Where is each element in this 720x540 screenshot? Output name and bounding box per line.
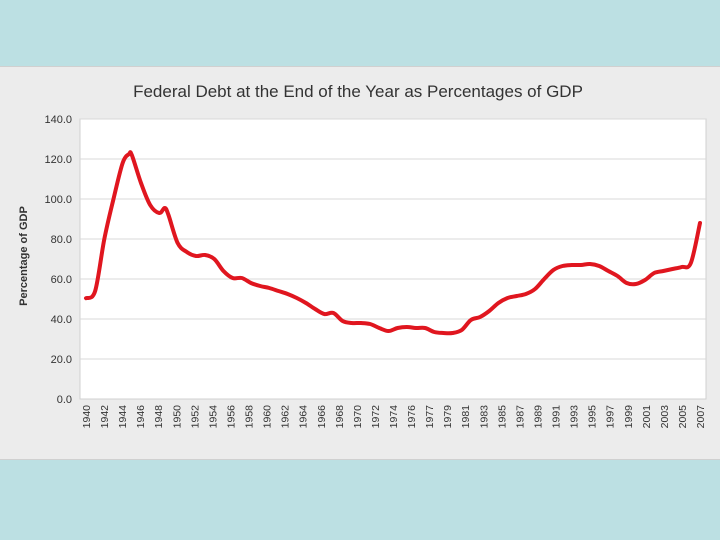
x-tick-label: 2001: [641, 405, 653, 429]
chart-title: Federal Debt at the End of the Year as P…: [133, 82, 583, 101]
x-tick-label: 1964: [298, 405, 310, 429]
plot-area: [79, 118, 707, 400]
x-tick-label: 1974: [388, 405, 400, 429]
x-tick-label: 2003: [659, 405, 671, 429]
grid-lines: [80, 118, 706, 360]
x-tick-label: 1987: [514, 405, 526, 429]
x-tick-label: 1995: [587, 405, 599, 429]
chart-panel: Federal Debt at the End of the Year as P…: [0, 66, 720, 460]
x-tick-label: 1985: [496, 405, 508, 429]
x-tick-label: 1948: [153, 405, 165, 429]
x-tick-label: 1979: [442, 405, 454, 429]
x-tick-label: 1958: [244, 405, 256, 429]
x-tick-label: 1962: [280, 405, 292, 429]
x-tick-label: 1946: [135, 405, 147, 429]
x-tick-label: 1993: [569, 405, 581, 429]
x-tick-label: 1981: [460, 405, 472, 429]
x-tick-label: 1966: [316, 405, 328, 429]
x-tick-label: 1940: [81, 405, 93, 429]
x-tick-label: 1976: [406, 405, 418, 429]
x-tick-label: 1952: [189, 405, 201, 429]
x-tick-label: 1956: [225, 405, 237, 429]
line-chart: Federal Debt at the End of the Year as P…: [18, 82, 707, 429]
x-tick-label: 1960: [262, 405, 274, 429]
x-tick-label: 1968: [334, 405, 346, 429]
y-axis-ticks: 0.0 20.0 40.0 60.0 80.0 100.0 120.0 140.0: [44, 114, 72, 406]
x-tick-label: 2005: [677, 405, 689, 429]
y-tick-label: 100.0: [44, 194, 72, 206]
y-axis-label: Percentage of GDP: [18, 206, 30, 306]
x-tick-label: 1977: [424, 405, 436, 429]
y-tick-label: 60.0: [51, 274, 72, 286]
x-tick-label: 2007: [695, 405, 707, 429]
y-tick-label: 0.0: [57, 394, 72, 406]
y-tick-label: 80.0: [51, 234, 72, 246]
x-tick-label: 1970: [352, 405, 364, 429]
series-group: [84, 150, 702, 336]
series-line-federal-debt: [84, 150, 702, 336]
x-tick-label: 1950: [171, 405, 183, 429]
y-tick-label: 120.0: [44, 154, 72, 166]
x-tick-label: 1983: [478, 405, 490, 429]
x-tick-label: 1972: [370, 405, 382, 429]
x-tick-label: 1944: [117, 405, 129, 429]
x-tick-label: 1991: [551, 405, 563, 429]
x-tick-label: 1999: [623, 405, 635, 429]
y-tick-label: 40.0: [51, 314, 72, 326]
y-tick-label: 20.0: [51, 354, 72, 366]
x-tick-label: 1997: [605, 405, 617, 429]
x-tick-label: 1989: [532, 405, 544, 429]
x-tick-label: 1942: [99, 405, 111, 429]
x-axis-ticks: 1940 1942 1944 1946 1948 1950 1952 1954 1956 1958…: [81, 405, 707, 429]
y-tick-label: 140.0: [44, 114, 72, 126]
x-tick-label: 1954: [207, 405, 219, 429]
